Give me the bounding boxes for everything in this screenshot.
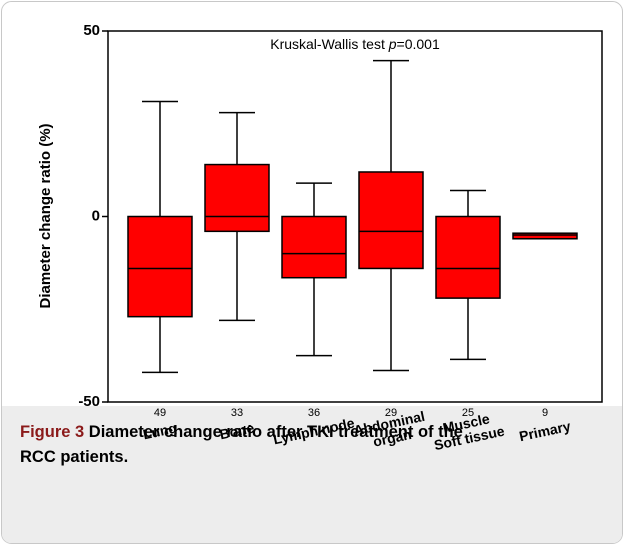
x-tick-label-line: Lung [141, 419, 178, 442]
y-tick-label: 0 [92, 207, 100, 224]
count-label: 29 [385, 407, 397, 419]
count-label: 33 [231, 407, 243, 419]
box [435, 215, 501, 299]
annotation-value: =0.001 [397, 36, 440, 52]
count-label: 49 [154, 407, 166, 419]
y-tick-label: 50 [83, 22, 100, 39]
box [281, 215, 347, 279]
count-label: 25 [462, 407, 474, 419]
x-tick-label-line: organ [372, 426, 413, 450]
count-label: 36 [308, 407, 320, 419]
x-tick-label-line: Bone [218, 419, 256, 442]
caption: Figure 3 Diameter change ratio after TKI… [20, 423, 463, 466]
y-axis-label: Diameter change ratio (%) [37, 123, 54, 308]
y-tick-label: -50 [78, 393, 100, 410]
count-label: 9 [542, 407, 548, 419]
x-tick-label: Bone [218, 419, 256, 442]
x-tick-label: Lung [141, 419, 178, 442]
box [358, 171, 424, 270]
box [512, 232, 578, 240]
box [127, 215, 193, 318]
caption-text-line: RCC patients. [20, 448, 128, 466]
annotation-symbol: p [388, 36, 397, 52]
box [204, 163, 270, 233]
annotation: Kruskal-Wallis test p=0.001 [270, 36, 440, 52]
caption-band [2, 406, 622, 543]
caption-label: Figure 3 [20, 423, 84, 441]
annotation-text: Kruskal-Wallis test [270, 36, 385, 52]
caption-text: Diameter change ratio after TKI treatmen… [89, 423, 463, 441]
